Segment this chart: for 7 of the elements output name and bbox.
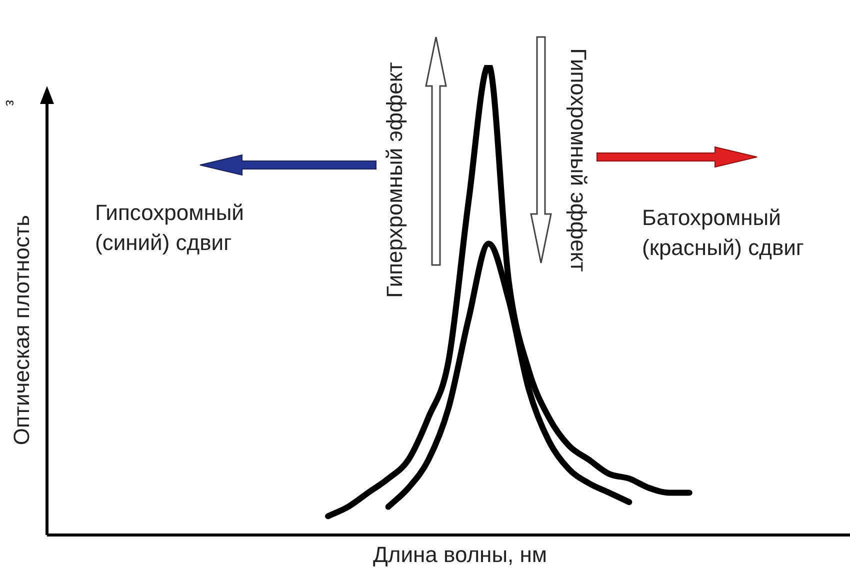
annotation: Гипсохромный (синий) сдвиг — [95, 199, 244, 257]
text: ε — [2, 100, 20, 106]
annotation: Батохромный (красный) сдвиг — [642, 204, 804, 262]
x-axis-title: Длина волны, нм — [372, 541, 548, 569]
annotation: Гиперхромный эффект — [381, 62, 408, 298]
annotation: Гипохромный эффект — [565, 48, 592, 272]
y-axis-title: Оптическая плотность — [8, 214, 35, 446]
